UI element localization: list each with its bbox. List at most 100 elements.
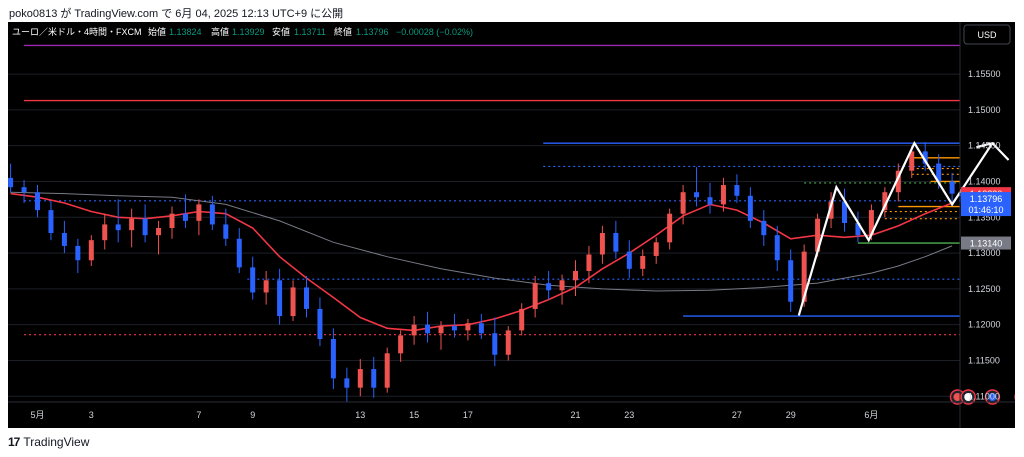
- candle-body[interactable]: [21, 187, 27, 193]
- legend-open-label: 始値: [148, 26, 166, 37]
- candle-body[interactable]: [599, 233, 605, 255]
- candle-body[interactable]: [478, 323, 484, 334]
- candle-body[interactable]: [156, 228, 162, 236]
- candle-body[interactable]: [411, 324, 417, 336]
- legend-symbol: ユーロ／米ドル・4時間・FXCM: [12, 26, 142, 37]
- candle-body[interactable]: [277, 280, 283, 317]
- candle-body[interactable]: [209, 204, 215, 225]
- candle-body[interactable]: [102, 224, 108, 241]
- x-tick-label: 7: [196, 410, 201, 420]
- publish-header: poko0813 が TradingView.com で 6月 04, 2025…: [0, 0, 1024, 22]
- x-tick-label: 3: [89, 410, 94, 420]
- candle-body[interactable]: [169, 213, 175, 229]
- candle-body[interactable]: [48, 210, 54, 234]
- candle-body[interactable]: [559, 280, 565, 291]
- candle-body[interactable]: [801, 251, 807, 302]
- projection-arrow-head: [976, 141, 1010, 161]
- candle-body[interactable]: [640, 255, 646, 269]
- candle-body[interactable]: [815, 218, 821, 252]
- candle-body[interactable]: [35, 192, 40, 211]
- candle-body[interactable]: [115, 224, 121, 231]
- candle-body[interactable]: [855, 223, 861, 236]
- candle-body[interactable]: [895, 170, 901, 193]
- candle-body[interactable]: [384, 353, 390, 388]
- y-tick-label: 1.14500: [968, 141, 1001, 151]
- candle-body[interactable]: [465, 323, 471, 331]
- legend-close-value: 1.13796: [356, 27, 389, 37]
- candle-body[interactable]: [626, 251, 632, 269]
- candle-body[interactable]: [519, 308, 525, 331]
- eu-flag-icon-core: [988, 393, 997, 401]
- candle-body[interactable]: [828, 201, 834, 219]
- candle-body[interactable]: [949, 181, 955, 194]
- candle-body[interactable]: [371, 369, 377, 388]
- legend-high-value: 1.13929: [232, 27, 265, 37]
- candle-body[interactable]: [774, 235, 780, 261]
- candle-body[interactable]: [573, 270, 578, 281]
- candle-body[interactable]: [922, 151, 928, 164]
- ema-fast-line: [10, 192, 953, 332]
- candle-body[interactable]: [909, 151, 915, 171]
- x-tick-label: 6月: [864, 410, 878, 420]
- candle-body[interactable]: [720, 185, 726, 205]
- currency-button[interactable]: USD: [963, 24, 1011, 45]
- legend-high-label: 高値: [211, 26, 229, 37]
- candle-body[interactable]: [667, 213, 673, 243]
- candle-body[interactable]: [868, 210, 874, 236]
- candle-body[interactable]: [290, 287, 296, 317]
- candle-body[interactable]: [653, 242, 659, 256]
- candle-body[interactable]: [182, 213, 188, 221]
- candle-body[interactable]: [317, 308, 323, 339]
- x-tick-label: 23: [624, 410, 634, 420]
- candle-body[interactable]: [882, 192, 888, 211]
- candle-body[interactable]: [451, 326, 457, 331]
- x-tick-label: 29: [786, 410, 796, 420]
- candle-body[interactable]: [613, 233, 619, 252]
- candle-body[interactable]: [586, 254, 592, 271]
- candle-body[interactable]: [263, 280, 269, 293]
- currency-label: USD: [977, 30, 997, 40]
- publish-line: poko0813 が TradingView.com で 6月 04, 2025…: [9, 8, 344, 20]
- projection-path[interactable]: [797, 140, 994, 316]
- y-tick-label: 1.11500: [968, 355, 1000, 365]
- candle-body[interactable]: [304, 287, 309, 309]
- candle-body[interactable]: [357, 369, 363, 388]
- candle-body[interactable]: [761, 220, 767, 236]
- candle-body[interactable]: [129, 218, 135, 231]
- candle-body[interactable]: [223, 224, 229, 239]
- candle-body[interactable]: [330, 338, 336, 379]
- candle-body[interactable]: [425, 324, 431, 334]
- candle-body[interactable]: [546, 283, 552, 291]
- x-tick-label: 13: [355, 410, 365, 420]
- legend-low-value: 1.13711: [294, 27, 326, 37]
- candle-body[interactable]: [694, 192, 700, 198]
- candle-body[interactable]: [936, 163, 942, 182]
- candle-body[interactable]: [196, 204, 202, 221]
- candle-body[interactable]: [707, 197, 713, 205]
- candle-body[interactable]: [842, 201, 847, 223]
- candle-body[interactable]: [250, 267, 256, 293]
- candle-body[interactable]: [492, 333, 498, 355]
- candle-body[interactable]: [61, 233, 67, 246]
- candle-body[interactable]: [747, 195, 753, 221]
- candle-body[interactable]: [788, 260, 794, 302]
- legend-close-label: 終値: [334, 26, 352, 37]
- candle-body[interactable]: [680, 192, 686, 214]
- candle-body[interactable]: [8, 177, 14, 188]
- candle-body[interactable]: [438, 326, 444, 334]
- candle-body[interactable]: [532, 283, 538, 309]
- price-chart[interactable]: 1.15500 1.15000 1.14500 1.14000 1.13500 1.130…: [8, 22, 1015, 428]
- candle-body[interactable]: [344, 378, 350, 388]
- legend-low-label: 安値: [272, 26, 290, 37]
- candle-body[interactable]: [734, 185, 740, 196]
- tradingview-brand[interactable]: 17 TradingView: [8, 435, 89, 449]
- x-tick-label: 9: [250, 410, 255, 420]
- chart-area[interactable]: 1.15500 1.15000 1.14500 1.14000 1.13500 1.130…: [8, 22, 1015, 428]
- price-label-value: 1.13140: [970, 239, 1003, 249]
- candle-body[interactable]: [75, 245, 81, 261]
- candle-body[interactable]: [236, 238, 242, 268]
- candle-body[interactable]: [142, 218, 148, 236]
- candle-body[interactable]: [398, 335, 404, 354]
- candle-body[interactable]: [505, 330, 511, 355]
- candle-body[interactable]: [88, 240, 94, 261]
